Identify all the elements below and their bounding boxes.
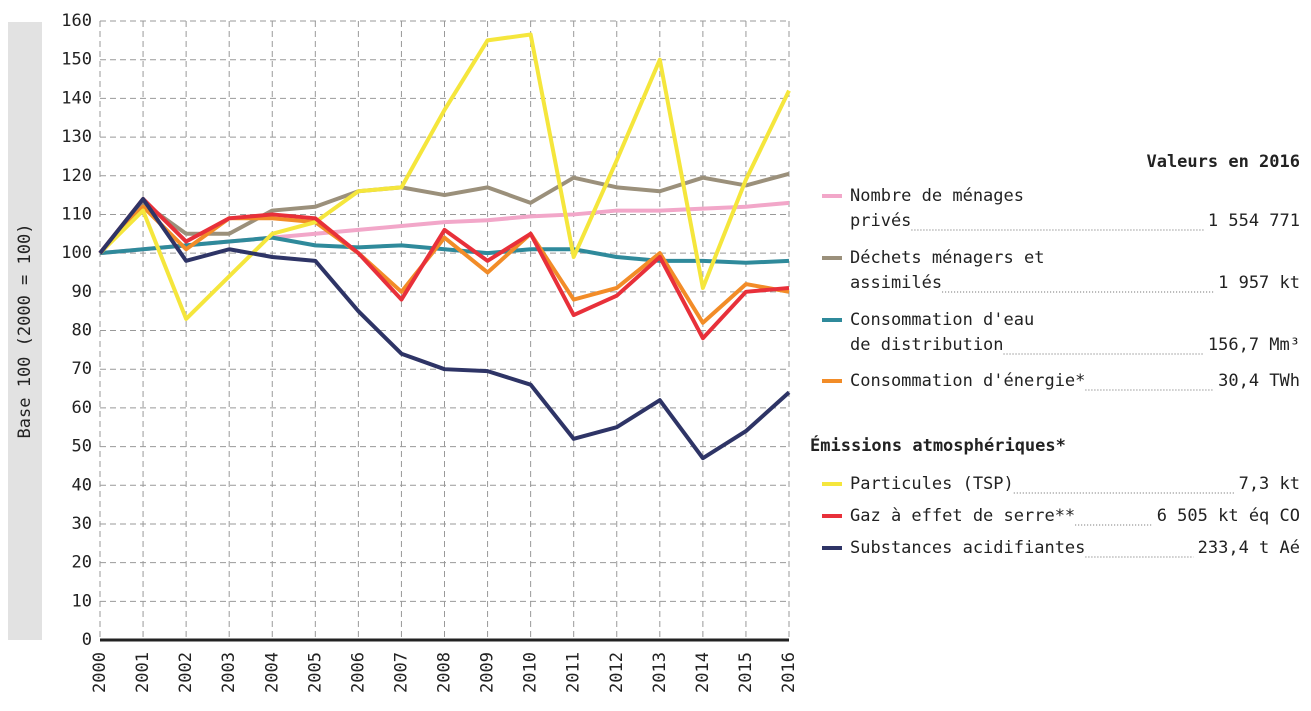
y-tick-label: 80 <box>72 321 92 341</box>
legend-value: 156,7 Mm³ <box>1208 335 1300 355</box>
y-tick-label: 60 <box>72 398 92 418</box>
x-tick-label: 2016 <box>779 652 799 693</box>
y-tick-label: 140 <box>61 88 92 108</box>
series-line <box>98 196 790 341</box>
legend-label: Consommation d'énergie* <box>850 371 1085 391</box>
y-tick-label: 70 <box>72 359 92 379</box>
x-tick-label: 2011 <box>564 652 584 693</box>
x-tick-label: 2010 <box>521 652 541 693</box>
legend-group-title: Émissions atmosphériques* <box>810 434 1066 456</box>
legend-label-line: Déchets ménagers et <box>850 248 1044 268</box>
x-tick-label: 2012 <box>607 652 627 693</box>
legend-label-line: privés <box>850 211 911 231</box>
y-tick-label: 50 <box>72 437 92 457</box>
y-tick-label: 100 <box>61 243 92 263</box>
y-axis-label: Base 100 (2000 = 100) <box>15 224 35 439</box>
y-tick-label: 40 <box>72 475 92 495</box>
x-tick-label: 2013 <box>650 652 670 693</box>
legend-label: Substances acidifiantes <box>850 538 1085 558</box>
x-tick-label: 2003 <box>219 652 239 693</box>
legend-label-line: Gaz à effet de serre** <box>850 506 1075 526</box>
legend-label: Nombre de ménages privés <box>850 186 1024 231</box>
x-tick-label: 2006 <box>348 652 368 693</box>
legend-label-line: Nombre de ménages <box>850 186 1024 206</box>
legend-label-line: Consommation d'énergie* <box>850 371 1085 391</box>
y-tick-label: 0 <box>82 630 92 650</box>
y-tick-label: 10 <box>72 591 92 611</box>
y-tick-label: 120 <box>61 166 92 186</box>
legend-value: 1 957 kt <box>1218 273 1300 293</box>
x-tick-label: 2007 <box>391 652 411 693</box>
x-tick-label: 2005 <box>305 652 325 693</box>
x-tick-label: 2008 <box>435 652 455 693</box>
y-tick-label: 160 <box>61 11 92 31</box>
y-label-band <box>8 22 42 640</box>
series-line <box>99 235 790 265</box>
x-tick-label: 2009 <box>478 652 498 693</box>
legend-label: Consommation d'eau de distribution <box>850 310 1034 355</box>
x-tick-label: 2002 <box>176 652 196 693</box>
legend-label-line: Consommation d'eau <box>850 310 1034 330</box>
y-tick-label: 150 <box>61 50 92 70</box>
legend-label-line: Substances acidifiantes <box>850 538 1085 558</box>
legend-label-line: Particules (TSP) <box>850 474 1014 494</box>
series-line <box>98 32 791 321</box>
y-tick-label: 130 <box>61 127 92 147</box>
legend-value: 7,3 kt <box>1239 474 1300 494</box>
y-tick-label: 20 <box>72 553 92 573</box>
y-tick-label: 90 <box>72 282 92 302</box>
legend-label-line: assimilés <box>850 273 942 293</box>
legend-value: 1 554 771 <box>1208 211 1300 231</box>
y-tick-label: 110 <box>61 204 92 224</box>
x-tick-label: 2015 <box>736 652 756 693</box>
legend-value: 233,4 t Aé <box>1198 538 1300 558</box>
series-line <box>98 196 791 461</box>
legend-label: Déchets ménagers et assimilés <box>850 248 1044 293</box>
legend-label: Gaz à effet de serre** <box>850 506 1075 526</box>
x-tick-label: 2004 <box>262 652 282 693</box>
legend-value: 30,4 TWh <box>1218 371 1300 391</box>
legend-label: Particules (TSP) <box>850 474 1014 494</box>
series-line <box>98 171 790 255</box>
x-tick-label: 2014 <box>693 652 713 693</box>
legend-label-line: de distribution <box>850 335 1004 355</box>
legend-title: Valeurs en 2016 <box>1146 152 1300 172</box>
x-tick-label: 2001 <box>133 652 153 693</box>
legend-value: 6 505 kt éq CO <box>1157 506 1300 526</box>
y-tick-label: 30 <box>72 514 92 534</box>
x-tick-label: 2000 <box>90 652 110 693</box>
series-line <box>98 204 790 325</box>
